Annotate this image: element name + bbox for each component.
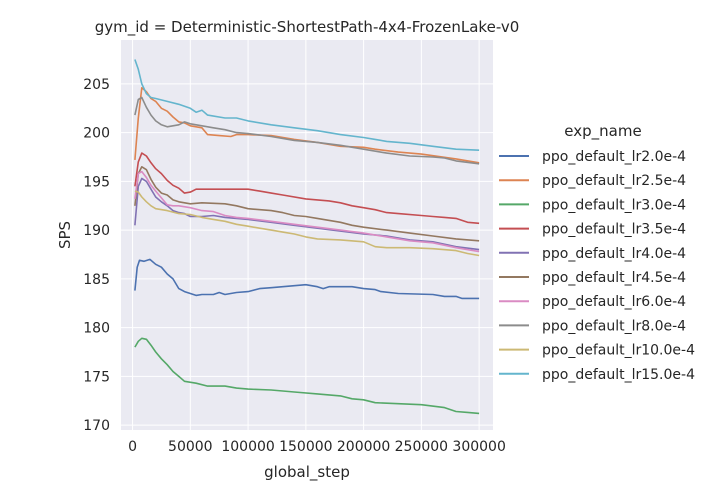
- y-tick-label: 170: [83, 418, 110, 434]
- y-tick-label: 185: [83, 272, 110, 288]
- series-line-8: [134, 96, 480, 165]
- legend-title: exp_name: [564, 122, 641, 141]
- series-line-7: [134, 170, 480, 253]
- legend-label-2: ppo_default_lr2.5e-4: [542, 173, 686, 189]
- series-lines: [134, 59, 480, 415]
- x-tick-label: 300000: [452, 439, 505, 455]
- y-tick-label: 190: [83, 223, 110, 239]
- y-tick-label: 175: [83, 369, 110, 385]
- y-tick-label: 200: [83, 126, 110, 142]
- x-tick-label: 150000: [279, 439, 332, 455]
- series-line-1: [134, 258, 480, 300]
- series-line-4: [134, 152, 480, 225]
- x-axis-label: global_step: [264, 463, 350, 482]
- series-line-10: [134, 59, 480, 151]
- legend-label-4: ppo_default_lr3.5e-4: [542, 222, 686, 238]
- legend-label-1: ppo_default_lr2.0e-4: [542, 149, 686, 165]
- legend-label-6: ppo_default_lr4.5e-4: [542, 270, 686, 286]
- legend-label-3: ppo_default_lr3.0e-4: [542, 197, 686, 213]
- legend-label-7: ppo_default_lr6.0e-4: [542, 294, 686, 310]
- series-line-6: [134, 166, 480, 242]
- x-axis-ticks: 0 50000 100000 150000 200000 250000 300000: [128, 439, 506, 455]
- y-axis-label: SPS: [56, 221, 74, 249]
- series-line-9: [134, 190, 480, 257]
- legend: exp_name ppo_default_lr2.0e-4 ppo_default…: [499, 122, 695, 383]
- y-tick-label: 180: [83, 321, 110, 337]
- y-tick-label: 195: [83, 174, 110, 190]
- legend-label-9: ppo_default_lr10.0e-4: [542, 343, 695, 359]
- y-axis-ticks: 170 175 180 185 190 195 200 205: [83, 77, 110, 434]
- x-tick-label: 0: [128, 439, 137, 455]
- x-tick-label: 50000: [168, 439, 213, 455]
- series-line-3: [134, 337, 480, 415]
- x-tick-label: 200000: [337, 439, 390, 455]
- x-tick-label: 100000: [221, 439, 274, 455]
- legend-label-8: ppo_default_lr8.0e-4: [542, 318, 686, 334]
- legend-label-10: ppo_default_lr15.0e-4: [542, 367, 695, 383]
- series-line-2: [134, 87, 480, 164]
- plot-area: [121, 40, 493, 430]
- x-tick-label: 250000: [395, 439, 448, 455]
- y-tick-label: 205: [83, 77, 110, 93]
- legend-label-5: ppo_default_lr4.0e-4: [542, 246, 686, 262]
- chart-title: gym_id = Deterministic-ShortestPath-4x4-…: [95, 18, 520, 37]
